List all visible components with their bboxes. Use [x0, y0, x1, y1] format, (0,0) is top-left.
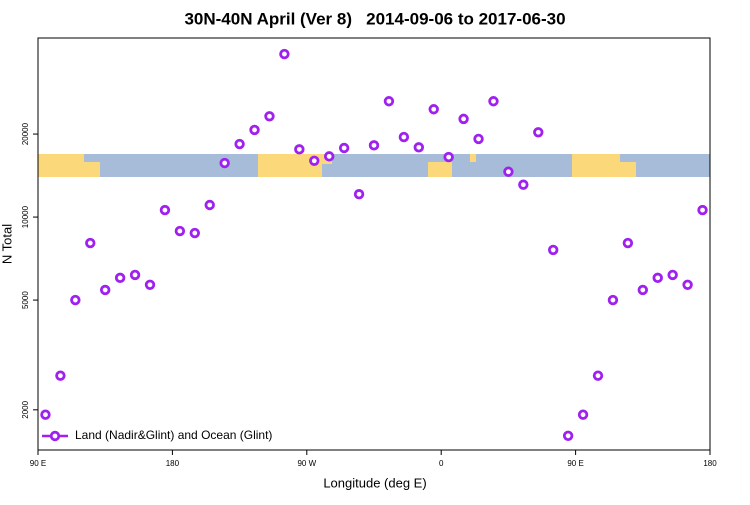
legend-label: Land (Nadir&Glint) and Ocean (Glint)	[75, 428, 272, 442]
point	[55, 370, 66, 381]
y-tick-label: 20000	[21, 122, 30, 145]
point	[667, 269, 678, 281]
point	[697, 204, 708, 216]
point	[682, 279, 693, 291]
point	[309, 155, 320, 166]
y-axis-label: N Total	[0, 224, 14, 264]
point	[294, 144, 305, 155]
point	[562, 430, 574, 442]
point	[368, 140, 380, 151]
point	[518, 179, 529, 190]
point	[338, 142, 350, 154]
point	[204, 199, 215, 211]
point	[652, 272, 663, 284]
point	[398, 131, 410, 143]
point	[40, 409, 51, 420]
point	[607, 294, 619, 306]
point	[234, 138, 245, 150]
point	[249, 124, 260, 136]
point	[428, 104, 439, 115]
x-axis-label: Longitude (deg E)	[323, 475, 426, 490]
point	[189, 227, 200, 239]
map-band	[38, 154, 710, 177]
y-tick-label: 5000	[21, 291, 30, 309]
point	[159, 204, 171, 216]
x-tick-label: 180	[703, 459, 717, 468]
x-tick-label: 90 E	[567, 459, 583, 468]
x-tick-label: 90 W	[297, 459, 316, 468]
point	[70, 294, 81, 306]
plot-frame	[37, 37, 711, 451]
point	[622, 237, 634, 249]
x-tick-label: 90 E	[30, 459, 46, 468]
point	[85, 237, 96, 249]
point	[264, 111, 275, 122]
point	[503, 166, 514, 177]
point	[174, 225, 186, 237]
point	[413, 142, 424, 153]
point	[488, 96, 499, 107]
point	[324, 151, 335, 162]
point	[443, 151, 454, 163]
point	[637, 284, 648, 296]
point	[383, 96, 395, 107]
legend-marker	[49, 430, 61, 442]
point	[458, 113, 469, 125]
point	[99, 284, 111, 296]
point	[473, 133, 484, 145]
point	[533, 127, 544, 138]
point	[548, 244, 559, 256]
point	[219, 157, 230, 169]
point	[353, 189, 365, 200]
point	[144, 279, 156, 291]
point	[114, 272, 126, 284]
point	[592, 370, 604, 381]
point	[129, 269, 141, 281]
point	[279, 48, 290, 60]
y-tick-label: 2000	[21, 400, 30, 418]
point	[577, 409, 589, 420]
x-tick-label: 180	[166, 459, 180, 468]
x-tick-label: 0	[439, 459, 444, 468]
chart-title: 30N-40N April (Ver 8) 2014-09-06 to 2017…	[184, 9, 565, 28]
y-tick-label: 10000	[21, 205, 30, 228]
